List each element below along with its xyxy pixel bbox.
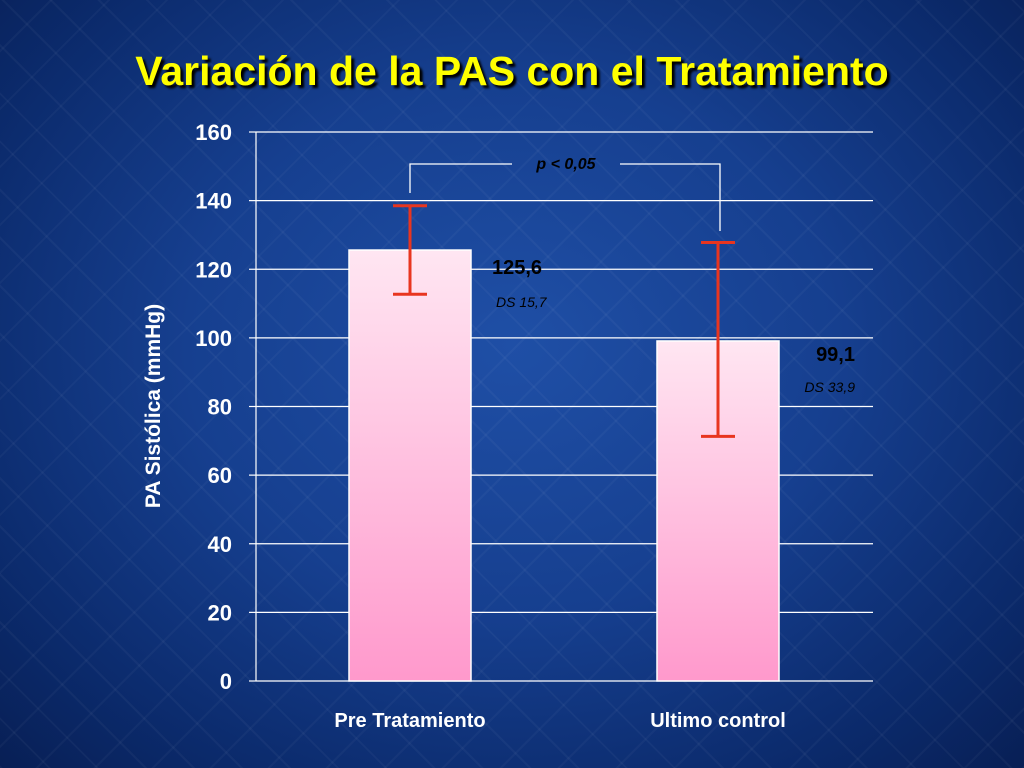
slide-title: Variación de la PAS con el Tratamiento xyxy=(135,48,889,94)
y-axis-title: PA Sistólica (mmHg) xyxy=(142,304,165,508)
x-category-label: Pre Tratamiento xyxy=(334,710,485,732)
data-value-label: 99,1 xyxy=(816,344,855,366)
y-tick-label: 160 xyxy=(195,120,232,145)
y-tick-label: 140 xyxy=(195,189,232,214)
x-category-label: Ultimo control xyxy=(650,710,786,732)
y-tick-label: 0 xyxy=(220,669,232,694)
bar-pre-tratamiento xyxy=(348,249,472,682)
y-tick-label: 60 xyxy=(208,463,232,488)
y-tick-label: 120 xyxy=(195,257,232,282)
y-tick-label: 80 xyxy=(208,395,232,420)
sd-label: DS 33,9 xyxy=(804,379,855,395)
sd-label: DS 15,7 xyxy=(496,294,548,310)
y-tick-label: 40 xyxy=(208,532,232,557)
significance-label: p < 0,05 xyxy=(535,156,596,173)
y-tick-label: 100 xyxy=(195,326,232,351)
data-value-label: 125,6 xyxy=(492,257,542,279)
significance-bracket xyxy=(409,163,721,231)
y-tick-label: 20 xyxy=(208,600,232,625)
